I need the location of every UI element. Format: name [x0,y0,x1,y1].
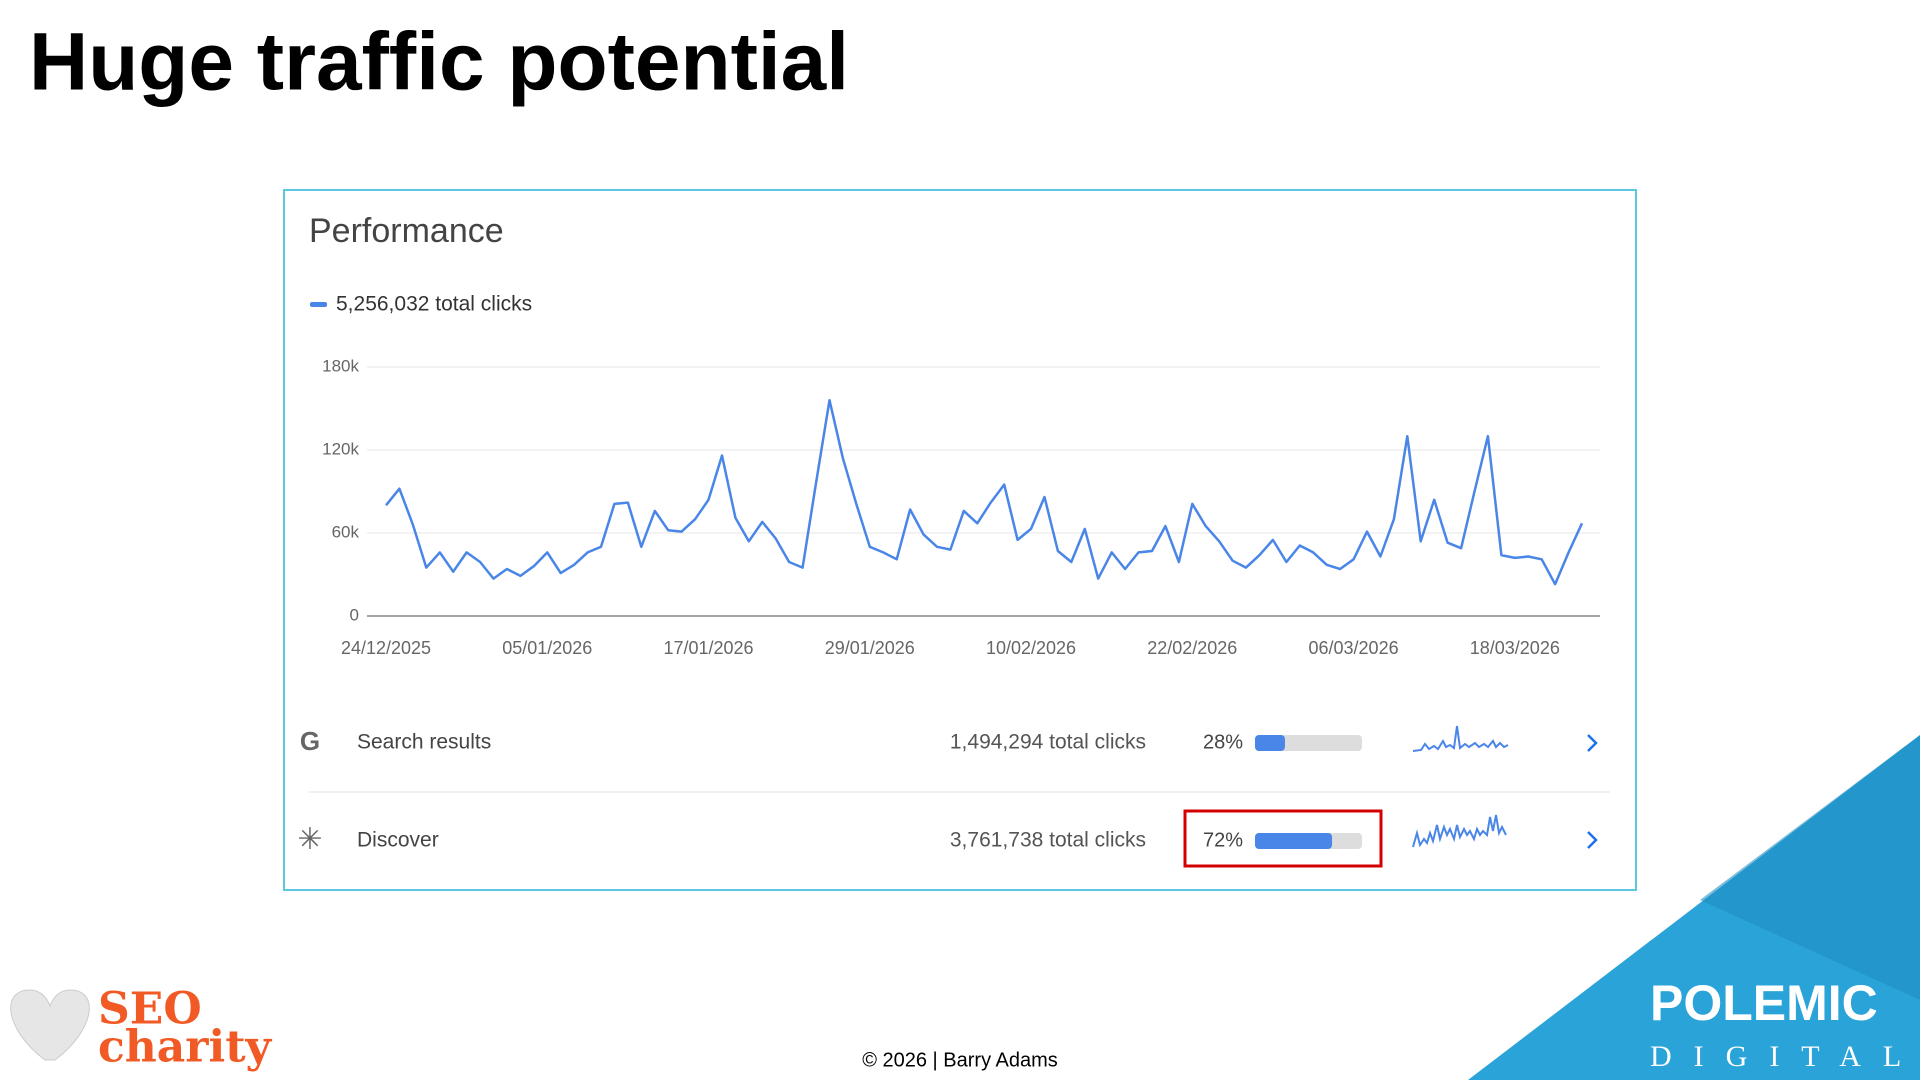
series-line [385,398,1584,586]
row-total: 1,494,294 total clicks [950,731,1146,754]
row-total: 3,761,738 total clicks [950,829,1146,852]
x-tick-label: 24/12/2025 [341,638,431,658]
row-name: Discover [357,829,439,852]
highlight-box [1183,809,1383,868]
card-title: Performance [309,212,504,250]
logo-text: DIGITAL [1650,1040,1920,1073]
share-bar [1255,833,1333,849]
x-tick-label: 05/01/2026 [502,638,592,658]
legend-swatch [310,302,327,307]
row-name: Search results [357,731,491,754]
sparkline [1412,814,1507,848]
x-tick-label: 06/03/2026 [1309,638,1399,658]
card [283,189,1637,891]
y-tick-label: 180k [322,356,359,375]
chevron[interactable] [1587,831,1598,849]
plot: 0 60k 120k 180k 24/12/2025 05/01/2026 17/01/20… [322,356,1600,658]
x-tick-label: 22/02/2026 [1147,638,1237,658]
x-tick-label: 29/01/2026 [825,638,915,658]
google-icon: G [300,726,320,756]
y-tick-label: 0 [350,605,359,624]
chevron[interactable] [1587,734,1598,752]
x-tick-label: 18/03/2026 [1470,638,1560,658]
footer: © 2026 | Barry Adams [862,1049,1058,1071]
x-tick-label: 17/01/2026 [663,638,753,658]
y-tick-label: 60k [332,522,360,541]
corner-shape [1700,735,1920,1000]
share-bar [1255,735,1285,751]
slide-title: Huge traffic potential [29,17,849,108]
rows: Search results 1,494,294 total clicks 28% D… [357,731,1362,852]
sparkline [1412,725,1509,752]
logo-text: POLEMIC [1650,975,1878,1031]
y-tick-label: 120k [322,439,359,458]
logo-text: SEO [98,984,202,1035]
logo-text: charity [98,1022,273,1073]
row-share-label: 72% [1203,829,1243,851]
x-tick-label: 10/02/2026 [986,638,1076,658]
discover-icon: ✳ [297,823,322,856]
legend-label: 5,256,032 total clicks [336,293,532,316]
row-share-label: 28% [1203,731,1243,753]
heart-logo [10,989,90,1061]
